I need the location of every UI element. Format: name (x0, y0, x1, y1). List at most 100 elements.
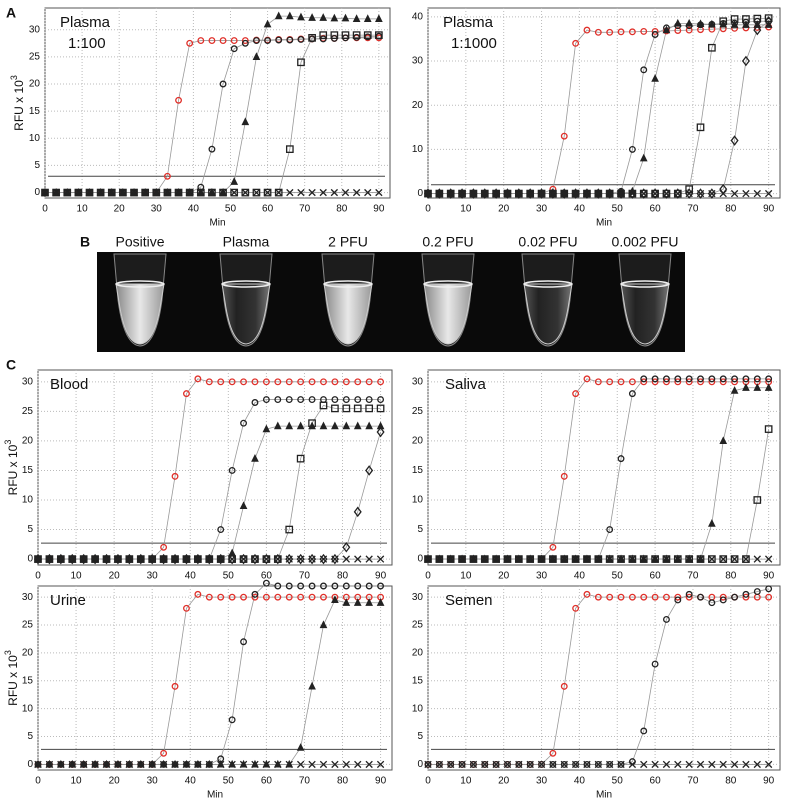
x-tick-label: 10 (71, 571, 83, 582)
marker (296, 743, 305, 751)
marker (742, 590, 750, 598)
x-tick-label: 70 (299, 571, 311, 582)
x-tick-label: 50 (223, 571, 235, 582)
marker (651, 760, 659, 769)
marker (617, 189, 625, 198)
marker (274, 760, 282, 769)
marker (549, 760, 557, 769)
marker (639, 555, 648, 563)
marker (80, 555, 88, 563)
marker (297, 58, 305, 67)
marker (583, 760, 591, 768)
marker (319, 13, 328, 21)
marker (186, 39, 194, 47)
marker (469, 555, 478, 563)
tube-label: 0.002 PFU (612, 234, 679, 250)
marker (365, 396, 373, 403)
chart-subtitle: 1:100 (68, 35, 106, 52)
x-tick-label: 70 (687, 204, 699, 215)
marker (308, 681, 316, 690)
marker (730, 189, 739, 198)
marker (583, 590, 591, 598)
x-axis-label: Min (596, 218, 612, 229)
marker (308, 13, 316, 21)
marker (742, 593, 750, 601)
y-tick-label: 0 (34, 187, 40, 198)
marker (285, 555, 293, 563)
marker (503, 760, 512, 769)
marker (572, 390, 580, 398)
marker (435, 555, 444, 563)
x-tick-label: 20 (109, 776, 121, 787)
marker (731, 593, 739, 601)
y-tick-label: 0 (417, 188, 423, 199)
photo (97, 252, 685, 352)
y-tick-label: 10 (22, 495, 34, 506)
marker (331, 396, 339, 403)
marker (537, 760, 546, 769)
y-tick-label: 0 (27, 759, 33, 770)
marker (376, 555, 385, 563)
tube-liquid (221, 283, 271, 345)
marker (640, 555, 648, 563)
meniscus (620, 280, 670, 288)
marker (583, 26, 591, 34)
marker (152, 188, 160, 197)
marker (262, 378, 270, 386)
marker (320, 378, 327, 386)
marker (708, 519, 716, 527)
y-tick-label: 30 (412, 592, 424, 603)
marker (492, 555, 500, 563)
marker (708, 43, 716, 52)
marker (583, 555, 591, 563)
marker (742, 555, 750, 563)
marker (606, 760, 614, 768)
marker (308, 188, 316, 197)
marker (296, 421, 305, 430)
x-tick-label: 30 (151, 204, 163, 215)
x-tick-label: 70 (299, 204, 311, 215)
marker (194, 555, 202, 563)
y-tick-label: 0 (417, 759, 423, 770)
marker (719, 555, 728, 563)
chart-title: Plasma (443, 14, 494, 31)
marker (571, 555, 580, 563)
marker (764, 555, 773, 563)
marker (572, 604, 580, 612)
marker (219, 80, 227, 88)
plot-area (37, 585, 393, 771)
marker (651, 27, 659, 35)
marker (435, 760, 443, 768)
marker (365, 404, 374, 413)
marker (240, 638, 247, 646)
marker (331, 582, 339, 590)
marker (205, 760, 213, 769)
marker (663, 378, 670, 386)
marker (217, 555, 225, 563)
marker (764, 15, 773, 27)
marker (753, 555, 761, 563)
marker (252, 188, 261, 197)
marker (353, 506, 362, 518)
x-tick-label: 50 (612, 204, 624, 215)
marker (696, 760, 705, 769)
marker (45, 760, 54, 769)
meniscus (221, 280, 271, 288)
marker (353, 598, 362, 606)
marker (297, 396, 305, 403)
x-tick-label: 40 (574, 204, 586, 215)
x-tick-label: 50 (612, 776, 624, 787)
marker (365, 555, 373, 563)
marker (91, 555, 99, 563)
y-tick-label: 15 (29, 106, 41, 117)
marker (152, 188, 161, 197)
marker (297, 12, 305, 21)
marker (719, 375, 727, 383)
y-tick-label: 20 (412, 100, 424, 111)
marker (194, 375, 202, 383)
marker (674, 555, 682, 563)
marker (273, 421, 282, 430)
x-tick-label: 80 (337, 776, 349, 787)
marker (174, 188, 183, 197)
marker (481, 189, 489, 198)
